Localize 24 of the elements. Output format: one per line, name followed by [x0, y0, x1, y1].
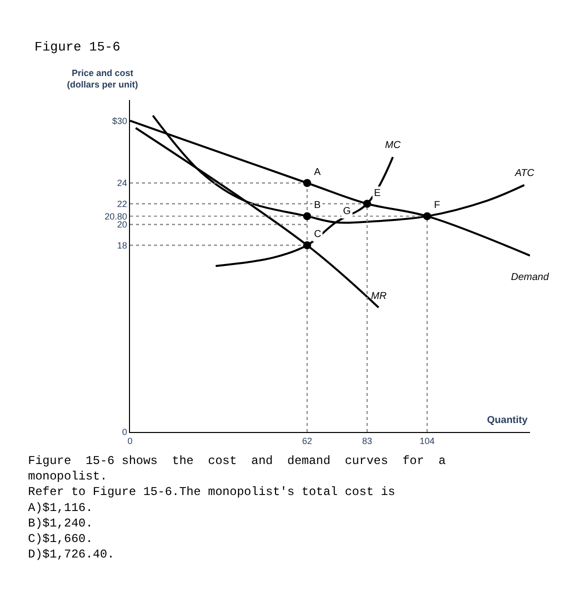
x-axis-title: Quantity: [487, 415, 528, 426]
annotation: A: [314, 167, 321, 178]
series-label: MC: [385, 140, 402, 151]
y-tick-label: 0: [122, 427, 128, 438]
series-label: MR: [371, 291, 387, 302]
annotation: E: [374, 188, 381, 199]
y-tick-label: 24: [117, 178, 128, 188]
y-tick-label: 22: [117, 198, 128, 209]
text: Demand: [511, 272, 550, 283]
x-tick-label: 83: [362, 436, 372, 446]
annotation: F: [434, 200, 440, 211]
x-tick-label: 104: [420, 436, 435, 446]
y-tick-label: $30: [112, 116, 128, 126]
annotation: C: [314, 229, 322, 240]
y-axis-title: Price and cost (dollars per unit): [67, 68, 138, 90]
x-tick-label: 62: [302, 436, 312, 446]
y-tick-label: 18: [117, 240, 128, 250]
chart-title: Figure 15-6: [34, 40, 120, 55]
y-tick-label: 20: [117, 220, 128, 230]
annotation: G: [343, 206, 351, 217]
series-label: ATC: [514, 168, 536, 179]
y-tick-label: 20.80: [104, 211, 128, 222]
annotation: B: [314, 200, 321, 211]
caption: Figure 15-6 shows the cost and demand curves for a monopolist. Refer to Figure 15-6.The monopolist's total cost is A)$1,116. B)$1,240. C)$1,660. D)$1,726.40.: [28, 454, 446, 562]
